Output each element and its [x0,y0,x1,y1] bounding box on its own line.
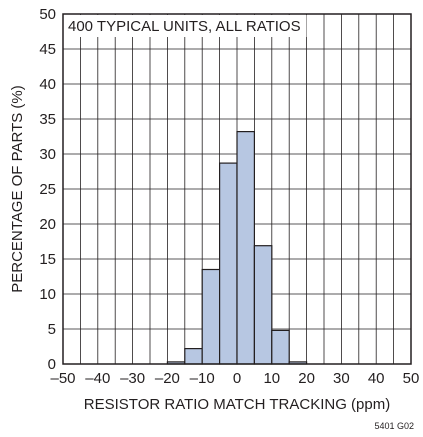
histogram-bar [201,268,221,365]
x-tick-label: 0 [233,370,241,387]
y-tick-label: 5 [48,321,56,338]
x-tick-label: –10 [190,370,215,387]
y-tick-label: 50 [39,6,56,23]
annotation-box [64,15,307,37]
y-tick-labels: 0 5 10 15 20 25 30 35 40 45 50 [39,6,56,373]
x-tick-label: –40 [85,370,110,387]
x-tick-label: 40 [368,370,385,387]
y-tick-label: 45 [39,41,56,58]
y-axis-title: PERCENTAGE OF PARTS (%) [9,85,26,293]
x-tick-label: –30 [120,370,145,387]
y-tick-label: 10 [39,286,56,303]
histogram-bar [253,245,273,365]
y-tick-label: 25 [39,181,56,198]
plot-frame [62,13,412,365]
y-tick-label: 35 [39,111,56,128]
histogram-bar [271,329,290,365]
x-tick-label: –20 [155,370,180,387]
chart-annotation: 400 TYPICAL UNITS, ALL RATIOS [68,18,301,35]
histogram-bar [219,162,238,365]
x-tick-labels: –50 –40 –30 –20 –10 0 10 20 30 40 50 [50,370,419,387]
x-tick-label: 30 [333,370,350,387]
x-tick-label: 20 [298,370,315,387]
y-tick-label: 0 [48,356,56,373]
x-tick-label: 10 [263,370,280,387]
histogram-bar [184,348,203,365]
figure-code: 5401 G02 [374,421,414,431]
x-tick-label: 50 [403,370,420,387]
y-tick-label: 20 [39,216,56,233]
x-tick-label: –50 [50,370,75,387]
histogram-bar [236,131,255,365]
histogram-bars [166,131,308,365]
y-tick-label: 40 [39,76,56,93]
x-axis-title: RESISTOR RATIO MATCH TRACKING (ppm) [84,396,390,413]
y-tick-label: 30 [39,146,56,163]
y-tick-label: 15 [39,251,56,268]
